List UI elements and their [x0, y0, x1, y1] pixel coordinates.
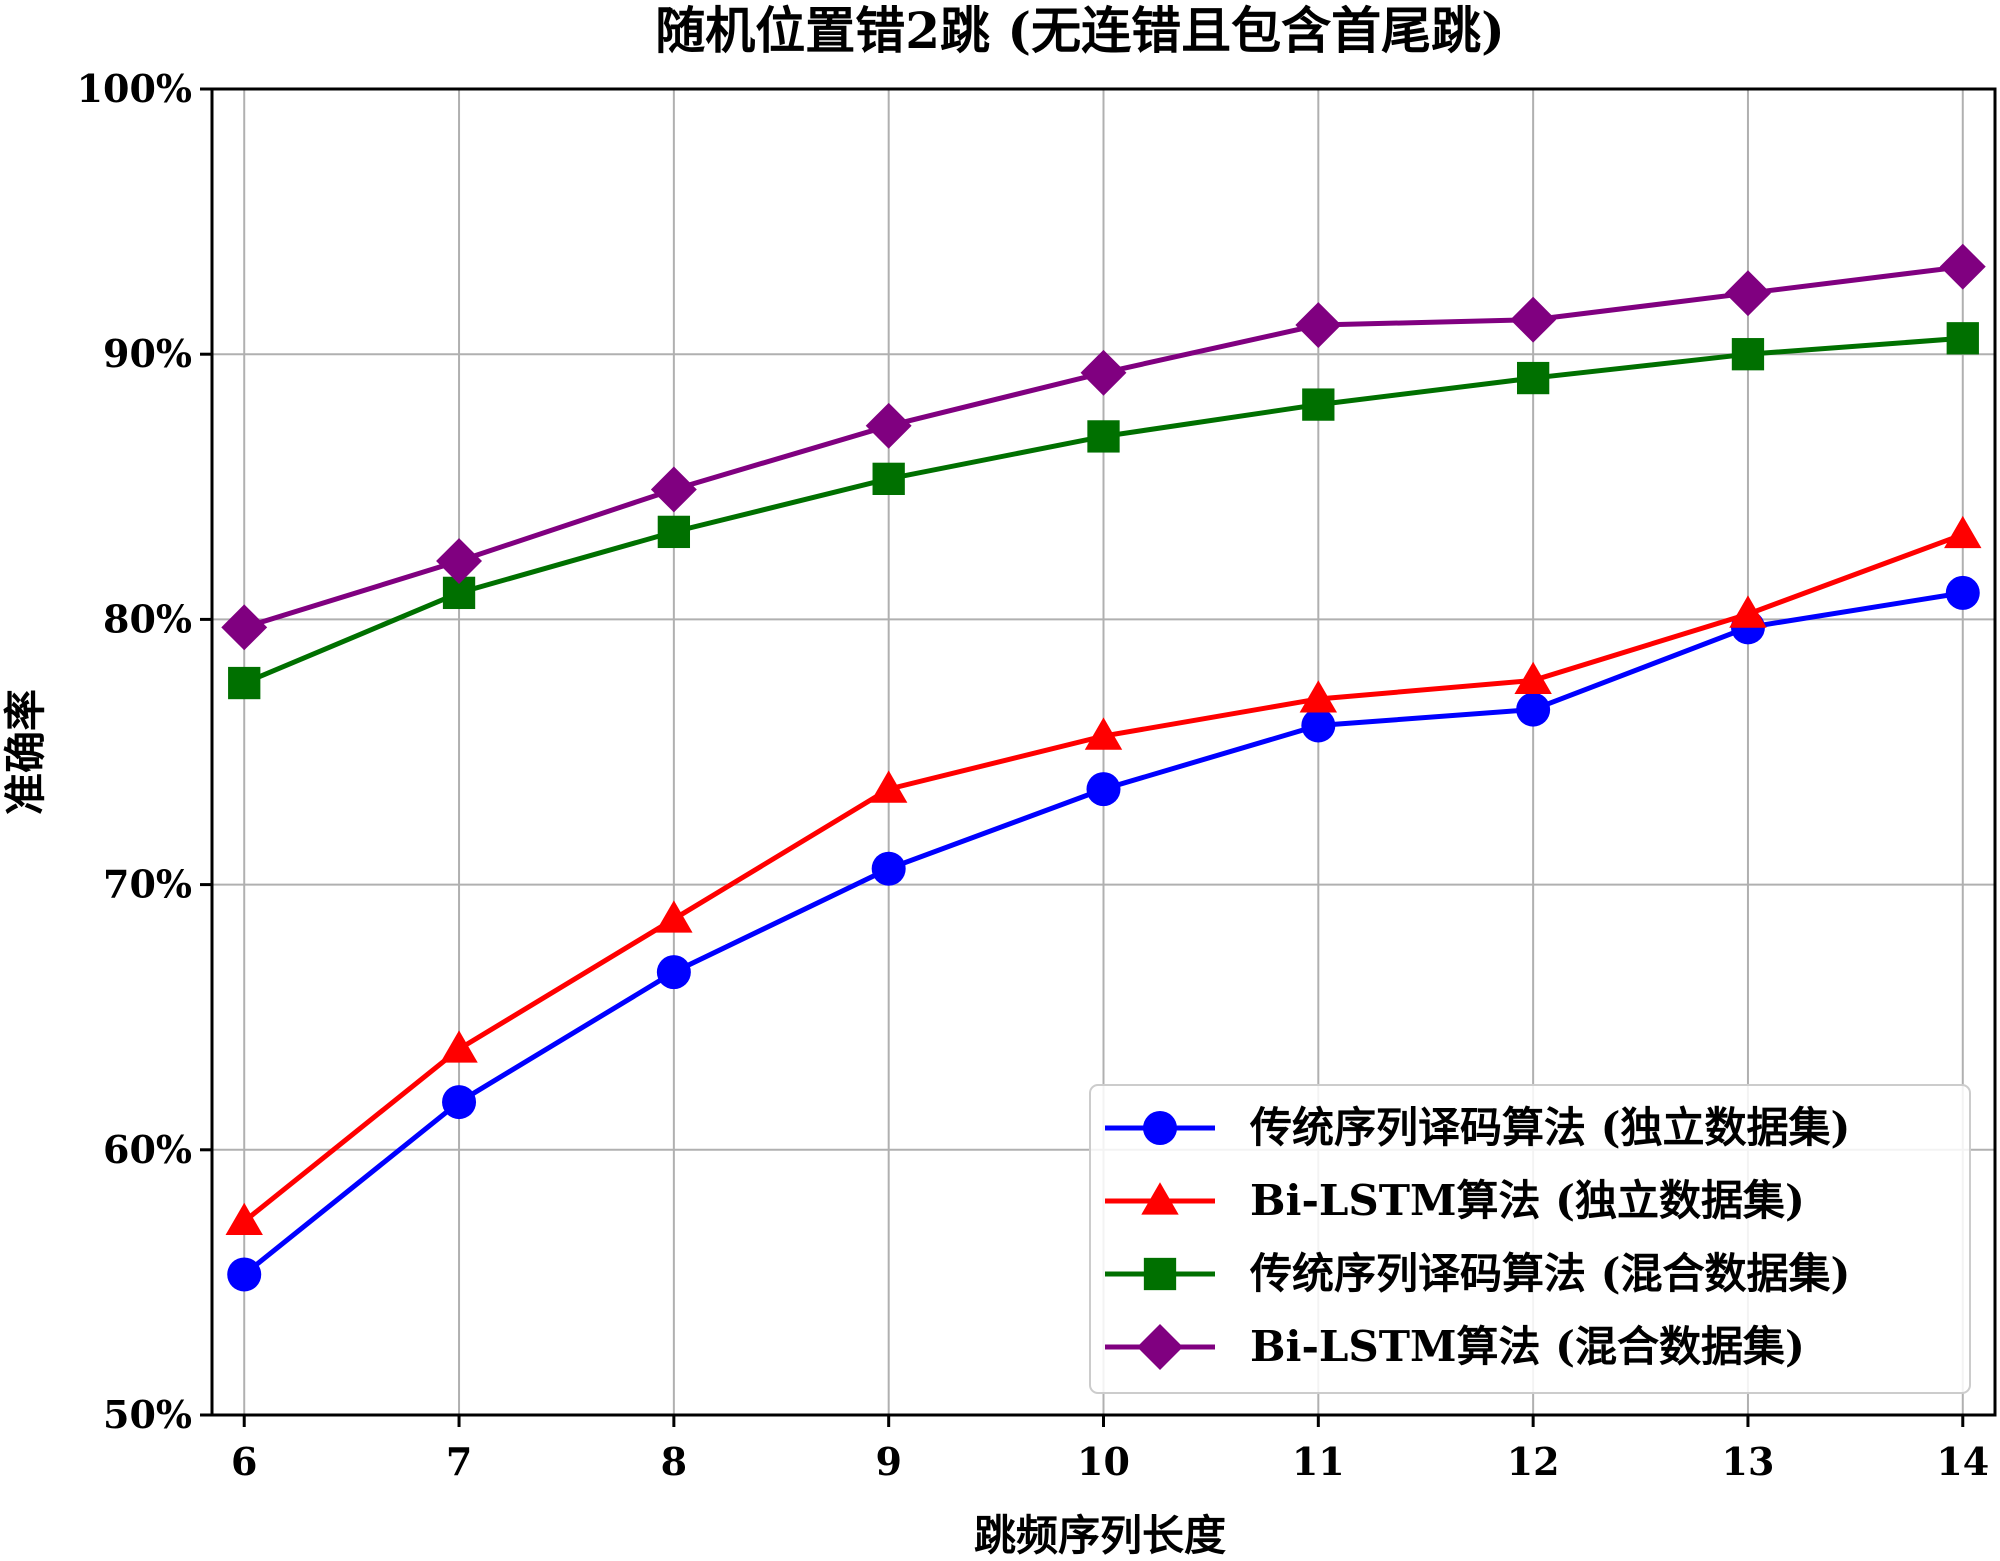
legend-item-3: 传统序列译码算法 (混合数据集) — [1105, 1249, 1850, 1298]
diamond-marker — [1137, 1324, 1183, 1370]
diamond-marker — [1080, 349, 1127, 396]
triangle-marker — [1729, 595, 1767, 628]
y-tick-label: 70% — [103, 862, 192, 907]
diamond-marker — [1939, 243, 1986, 290]
diamond-marker — [650, 466, 697, 513]
triangle-marker — [655, 900, 693, 933]
diamond-marker — [436, 538, 482, 585]
circle-marker — [1516, 692, 1551, 727]
x-tick-label: 7 — [446, 1439, 472, 1484]
circle-marker — [1945, 575, 1980, 610]
y-tick-label: 100% — [77, 66, 192, 111]
y-tick-label: 80% — [103, 596, 192, 641]
chart-title: 随机位置错2跳 (无连错且包含首尾跳) — [655, 1, 1505, 60]
circle-marker — [227, 1257, 262, 1292]
square-marker — [1516, 361, 1550, 395]
y-axis-label: 准确率 — [1, 689, 50, 815]
square-marker — [1087, 420, 1120, 453]
triangle-marker — [440, 1030, 478, 1063]
circle-marker — [656, 955, 691, 990]
square-marker — [1946, 322, 1979, 355]
triangle-marker — [225, 1202, 263, 1236]
legend-box — [1089, 1084, 1971, 1394]
square-marker — [228, 666, 261, 700]
y-tick-label: 60% — [103, 1127, 192, 1172]
circle-marker — [442, 1085, 477, 1120]
circle-marker — [871, 851, 906, 886]
x-axis-label: 跳频序列长度 — [974, 1511, 1226, 1560]
legend-label: 传统序列译码算法 (混合数据集) — [1249, 1249, 1850, 1298]
triangle-marker — [1514, 661, 1552, 694]
series-3 — [228, 322, 1979, 700]
series-2 — [225, 515, 1982, 1236]
triangle-marker — [1141, 1182, 1179, 1215]
x-tick-label: 11 — [1292, 1439, 1345, 1484]
ticks: 6 7 8 9 10 11 12 13 14 50% 60% 70% 80% 90% 100% — [77, 66, 1990, 1484]
x-tick-label: 6 — [231, 1439, 257, 1484]
diamond-marker — [865, 402, 912, 449]
triangle-marker — [1299, 680, 1338, 713]
series-1 — [227, 575, 1980, 1292]
legend-label: Bi-LSTM算法 (独立数据集) — [1250, 1176, 1805, 1225]
triangle-marker — [1944, 515, 1982, 549]
diamond-marker — [1725, 270, 1771, 317]
square-marker — [657, 515, 691, 549]
legend-item-2: Bi-LSTM算法 (独立数据集) — [1105, 1176, 1805, 1225]
diamond-marker — [1510, 296, 1557, 343]
square-marker — [1143, 1257, 1177, 1291]
legend-label: 传统序列译码算法 (独立数据集) — [1249, 1103, 1850, 1152]
circle-marker — [1086, 772, 1121, 807]
legend-label: Bi-LSTM算法 (混合数据集) — [1250, 1322, 1805, 1371]
square-marker — [1731, 338, 1765, 371]
legend-item-4: Bi-LSTM算法 (混合数据集) — [1105, 1322, 1805, 1371]
y-tick-label: 90% — [103, 331, 192, 376]
series-layer — [221, 243, 1986, 1292]
legend: 传统序列译码算法 (独立数据集) Bi-LSTM算法 (独立数据集) 传统序列译码算… — [1089, 1084, 1971, 1394]
x-tick-label: 9 — [875, 1439, 901, 1484]
circle-marker — [1143, 1111, 1177, 1145]
x-tick-label: 12 — [1507, 1439, 1560, 1484]
x-tick-label: 10 — [1077, 1439, 1130, 1484]
x-tick-label: 8 — [661, 1439, 687, 1484]
diamond-marker — [1295, 302, 1342, 348]
series-4 — [221, 243, 1986, 651]
x-tick-label: 13 — [1722, 1439, 1775, 1484]
triangle-marker — [869, 770, 908, 803]
square-marker — [872, 462, 905, 495]
y-tick-label: 50% — [103, 1392, 192, 1437]
x-tick-label: 14 — [1936, 1439, 1989, 1484]
legend-item-1: 传统序列译码算法 (独立数据集) — [1105, 1103, 1850, 1152]
square-marker — [1302, 388, 1335, 421]
circle-marker — [1301, 708, 1336, 743]
triangle-marker — [1084, 717, 1123, 750]
diamond-marker — [221, 604, 268, 651]
